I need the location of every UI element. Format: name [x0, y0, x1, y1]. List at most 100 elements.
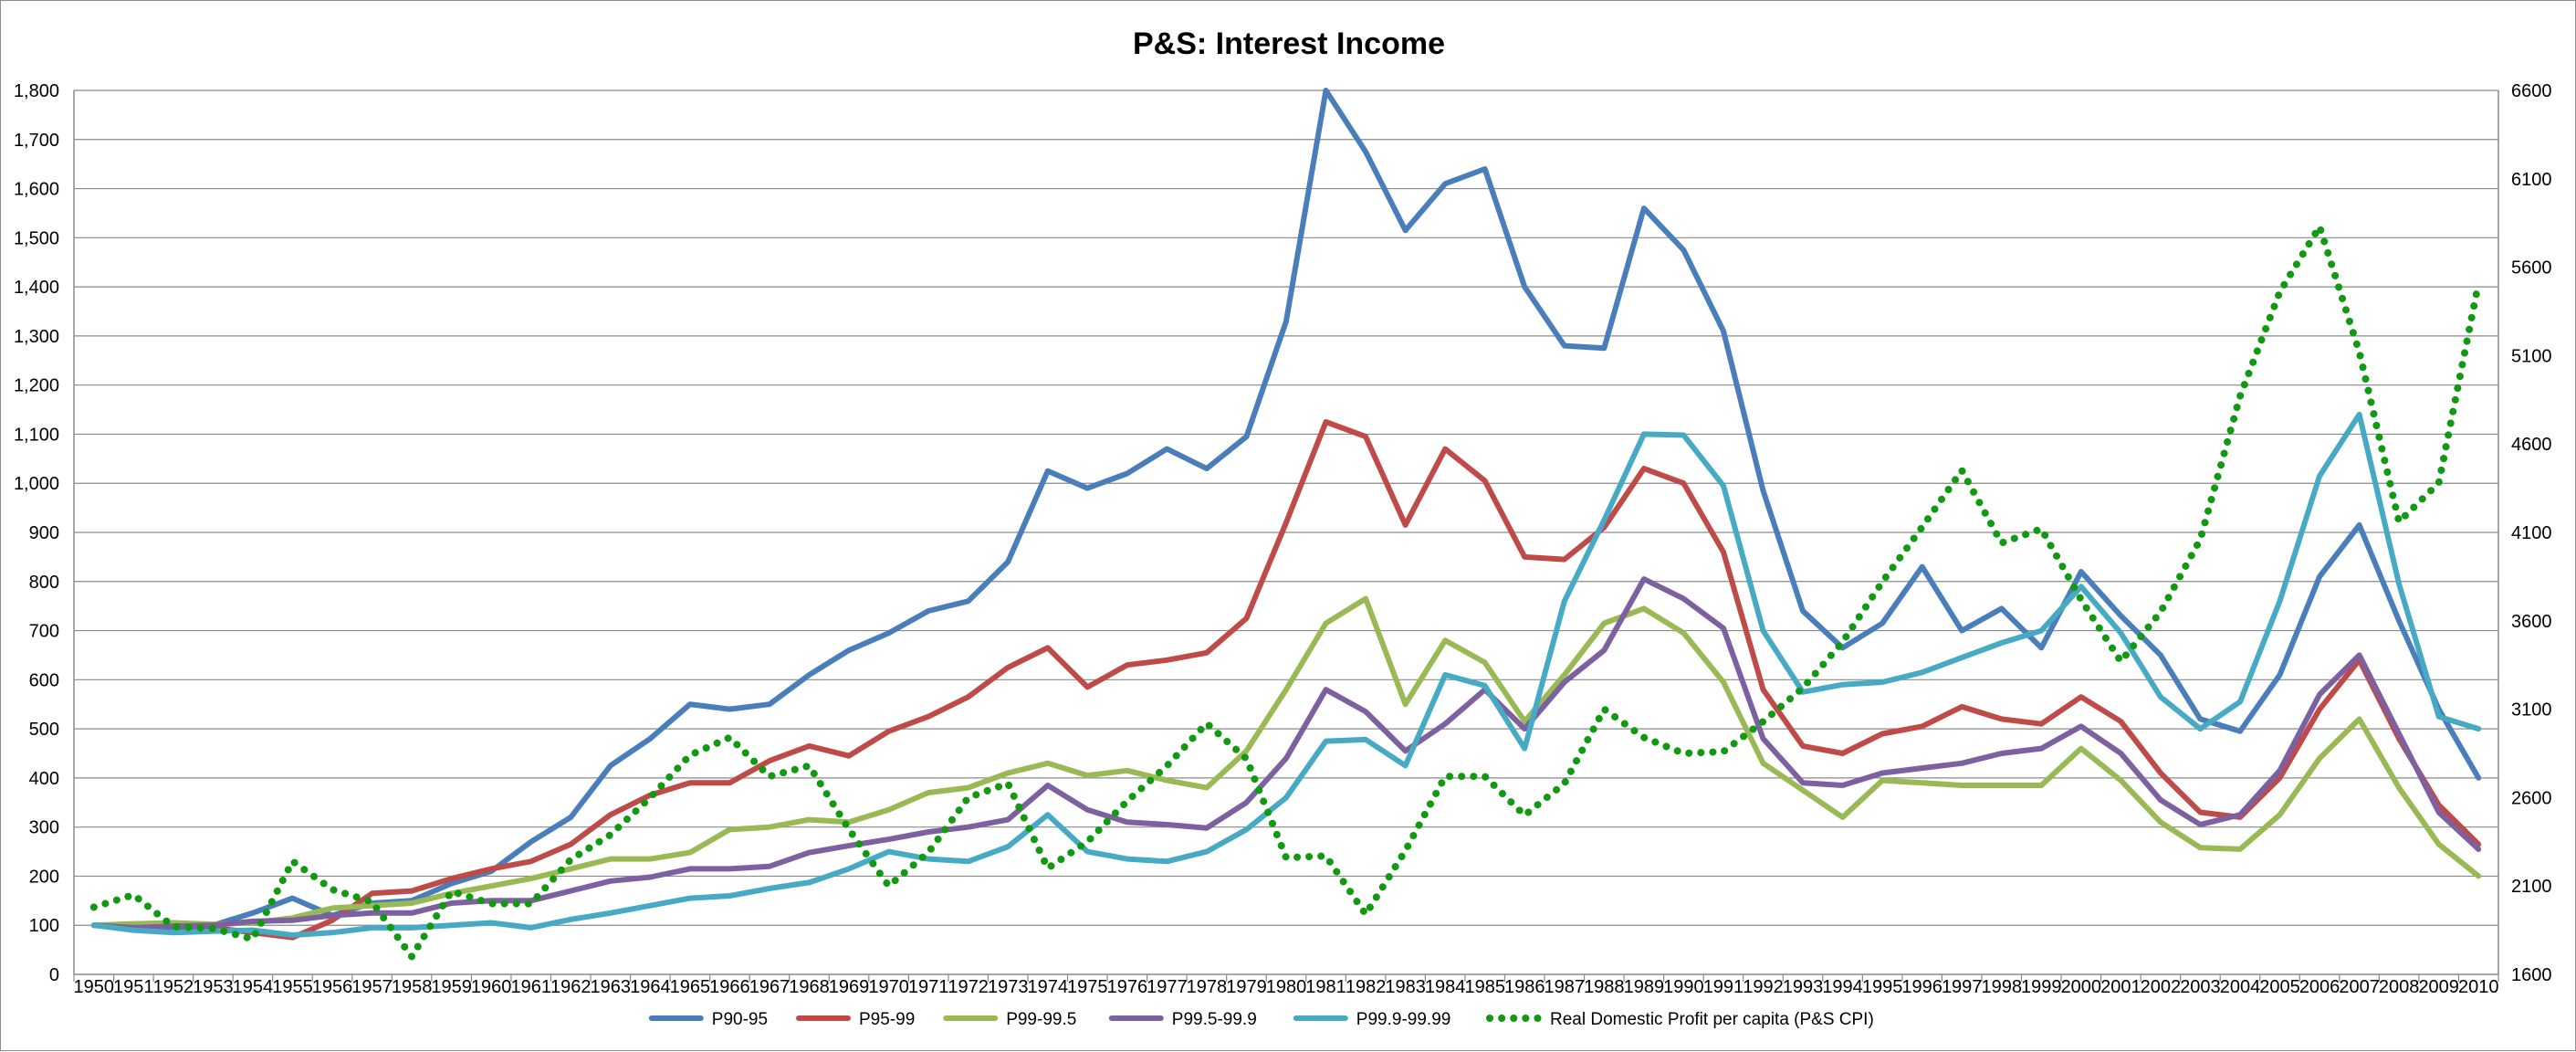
- legend-label: P95-99: [859, 1010, 915, 1029]
- x-tick-label: 1978: [1187, 977, 1228, 997]
- x-tick-label: 2000: [2061, 977, 2102, 997]
- x-tick-label: 1951: [113, 977, 154, 997]
- x-tick-label: 1986: [1504, 977, 1545, 997]
- x-tick-label: 2007: [2339, 977, 2380, 997]
- series-line: [90, 88, 2482, 931]
- legend-entry: P90-95: [648, 1010, 768, 1029]
- x-tick-label: 1975: [1067, 977, 1108, 997]
- y-tick-label: 500: [29, 720, 59, 740]
- x-tick-label: 1972: [948, 977, 989, 997]
- x-tick-label: 1969: [829, 977, 870, 997]
- x-tick-label: 1983: [1385, 977, 1426, 997]
- series-line: [90, 411, 2482, 938]
- y2-tick-label: 4100: [2511, 523, 2552, 543]
- x-tick-label: 1957: [351, 977, 393, 997]
- x-tick-label: 2001: [2100, 977, 2141, 997]
- y-tick-label: 1,300: [14, 327, 59, 347]
- y-tick-label: 100: [29, 916, 59, 936]
- legend-label: P99-99.5: [1006, 1010, 1076, 1029]
- x-tick-label: 2002: [2141, 977, 2182, 997]
- x-tick-label: 1964: [630, 977, 671, 997]
- axes: 0 100 200 300 400 500 600 700 800 900 1,000 1,100 1,…: [14, 81, 2552, 997]
- x-tick-label: 1980: [1266, 977, 1307, 997]
- x-tick-label: 1952: [153, 977, 194, 997]
- x-tick-label: 1953: [193, 977, 234, 997]
- x-tick-label: 1958: [392, 977, 433, 997]
- y-tick-label: 1,000: [14, 474, 59, 494]
- y-tick-label: 900: [29, 523, 59, 543]
- x-tick-label: 1959: [431, 977, 472, 997]
- x-tick-label: 1971: [908, 977, 949, 997]
- y-tick-label: 1,200: [14, 376, 59, 396]
- x-tick-label: 1984: [1425, 977, 1466, 997]
- x-tick-label: 1961: [510, 977, 551, 997]
- x-tick-label: 1987: [1545, 977, 1586, 997]
- x-tick-label: 1994: [1822, 977, 1863, 997]
- x-tick-label: 1977: [1147, 977, 1188, 997]
- y-tick-label: 700: [29, 622, 59, 642]
- y-tick-label: 1,600: [14, 180, 59, 200]
- x-tick-label: 2005: [2259, 977, 2300, 997]
- x-tick-label: 1999: [2021, 977, 2062, 997]
- x-tick-label: 1981: [1305, 977, 1346, 997]
- x-tick-label: 1982: [1346, 977, 1387, 997]
- x-tick-label: 1992: [1743, 977, 1784, 997]
- y-tick-label: 1,700: [14, 131, 59, 151]
- y2-tick-label: 5100: [2511, 346, 2552, 366]
- y-tick-label: 800: [29, 573, 59, 593]
- y2-tick-label: 3600: [2511, 612, 2552, 632]
- x-tick-label: 1985: [1464, 977, 1505, 997]
- y2-tick-label: 2100: [2511, 877, 2552, 897]
- legend-label: P99.5-99.9: [1172, 1010, 1257, 1029]
- series-lines: [89, 88, 2483, 961]
- x-tick-label: 1962: [550, 977, 592, 997]
- x-tick-label: 1989: [1624, 977, 1665, 997]
- y-tick-label: 300: [29, 818, 59, 838]
- series-line: [89, 223, 2483, 961]
- y-tick-label: 1,800: [14, 81, 59, 101]
- legend-entry: Real Domestic Profit per capita (P&S CPI…: [1486, 1010, 1874, 1029]
- y2-tick-label: 1600: [2511, 965, 2552, 985]
- y-tick-label: 1,400: [14, 278, 59, 298]
- y-tick-label: 1,500: [14, 228, 59, 248]
- x-tick-label: 2004: [2220, 977, 2261, 997]
- y-tick-label: 1,100: [14, 425, 59, 445]
- x-tick-label: 1960: [471, 977, 512, 997]
- legend-entry: P95-99: [796, 1010, 915, 1029]
- x-tick-label: 1955: [272, 977, 313, 997]
- x-tick-label: 1990: [1663, 977, 1704, 997]
- legend-label: P99.9-99.99: [1356, 1010, 1451, 1029]
- gridlines: [74, 89, 2498, 926]
- x-tick-label: 2006: [2299, 977, 2340, 997]
- x-tick-label: 1963: [591, 977, 632, 997]
- y2-tick-label: 6100: [2511, 170, 2552, 190]
- x-tick-label: 1965: [670, 977, 711, 997]
- x-tick-label: 1993: [1783, 977, 1824, 997]
- y2-tick-label: 6600: [2511, 81, 2552, 101]
- x-tick-label: 1968: [789, 977, 830, 997]
- x-tick-label: 1950: [74, 977, 115, 997]
- x-tick-label: 1967: [749, 977, 791, 997]
- x-tick-label: 1954: [233, 977, 274, 997]
- y2-tick-label: 3100: [2511, 700, 2552, 721]
- x-tick-label: 1995: [1862, 977, 1903, 997]
- series-line: [90, 419, 2482, 941]
- x-tick-label: 1979: [1226, 977, 1267, 997]
- x-tick-label: 1991: [1703, 977, 1744, 997]
- x-tick-label: 1974: [1028, 977, 1069, 997]
- legend-entry: P99-99.5: [943, 1010, 1076, 1029]
- x-tick-label: 1997: [1942, 977, 1983, 997]
- x-tick-label: 1996: [1901, 977, 1942, 997]
- y-tick-label: 0: [49, 965, 59, 985]
- y-tick-label: 600: [29, 670, 59, 690]
- legend-entry: P99.5-99.9: [1108, 1010, 1257, 1029]
- x-tick-label: 1973: [988, 977, 1029, 997]
- x-tick-label: 1988: [1584, 977, 1625, 997]
- x-tick-label: 2008: [2379, 977, 2420, 997]
- y-tick-label: 400: [29, 769, 59, 789]
- x-tick-label: 1998: [1981, 977, 2022, 997]
- legend-label: Real Domestic Profit per capita (P&S CPI…: [1550, 1010, 1874, 1029]
- y2-tick-label: 5600: [2511, 258, 2552, 279]
